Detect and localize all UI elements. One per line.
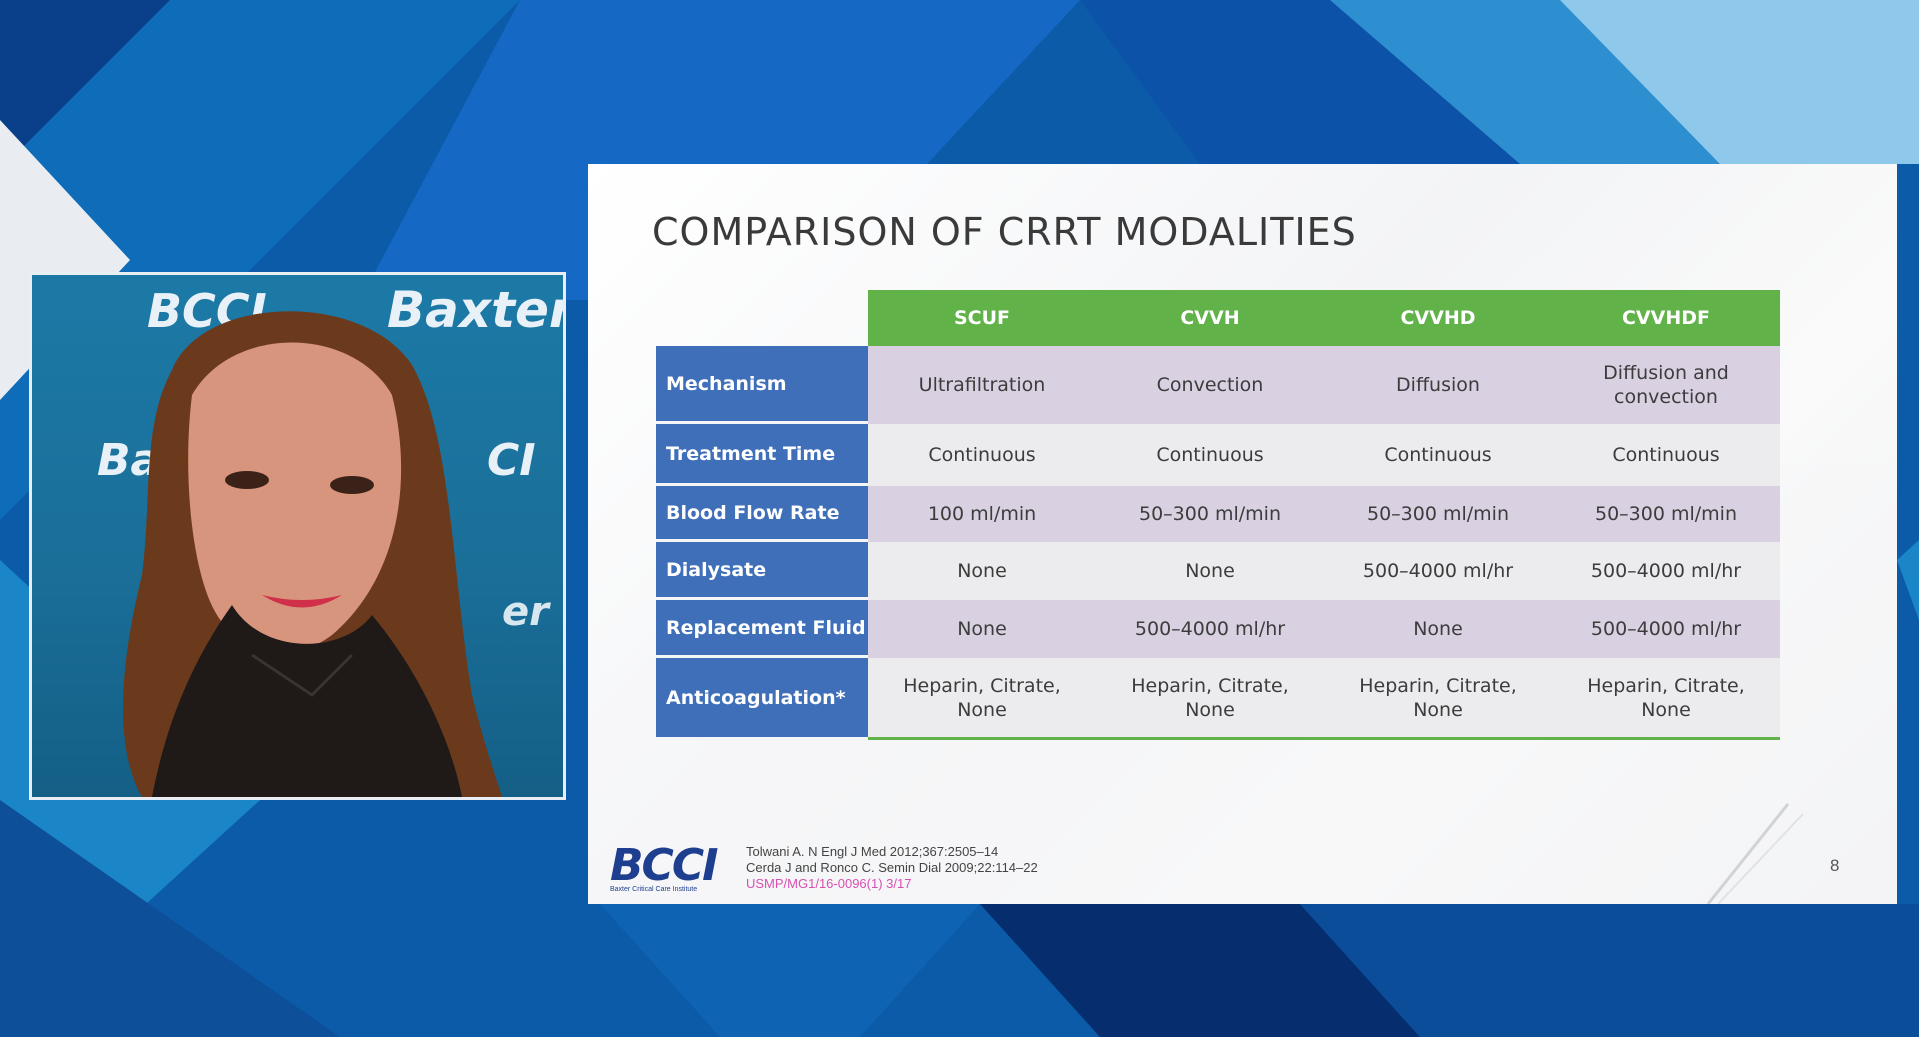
table-cell: Continuous (1552, 424, 1780, 486)
table-cell: Heparin, Citrate, None (1324, 658, 1552, 740)
table-cell: Continuous (1096, 424, 1324, 486)
table-cell: Diffusion (1324, 346, 1552, 424)
left-eye (225, 471, 269, 489)
comparison-table: SCUF CVVH CVVHD CVVHDF Mechanism Ultrafi… (656, 290, 1780, 740)
table-cell: Heparin, Citrate, None (868, 658, 1096, 740)
right-eye (330, 476, 374, 494)
table-row: Anticoagulation* Heparin, Citrate, None … (656, 658, 1780, 740)
table-cell: None (868, 600, 1096, 658)
clothing-lace (251, 653, 354, 697)
backdrop-logo-fragment-lower: er (502, 589, 551, 635)
table-cell: 100 ml/min (868, 486, 1096, 542)
table-cell: Diffusion and convection (1552, 346, 1780, 424)
logo-text: BCCI (610, 840, 718, 891)
row-header-anticoagulation: Anticoagulation* (656, 658, 868, 740)
table-row: Blood Flow Rate 100 ml/min 50–300 ml/min… (656, 486, 1780, 542)
speaker-video[interactable]: BCCI Baxter Ba CI er (29, 272, 566, 800)
table-corner (656, 290, 868, 346)
backdrop-logo-baxter: Baxter (387, 281, 563, 339)
table-cell: 500–4000 ml/hr (1552, 600, 1780, 658)
document-code: USMP/MG1/16-0096(1) 3/17 (746, 876, 912, 891)
column-header-cvvh: CVVH (1096, 290, 1324, 346)
table-cell: None (1096, 542, 1324, 600)
column-header-cvvhd: CVVHD (1324, 290, 1552, 346)
table-cell: 500–4000 ml/hr (1324, 542, 1552, 600)
table-cell: 500–4000 ml/hr (1096, 600, 1324, 658)
bcci-logo: BCCI Baxter Critical Care Institute (610, 840, 728, 900)
logo-subtitle: Baxter Critical Care Institute (610, 886, 698, 893)
table-cell: Convection (1096, 346, 1324, 424)
column-header-cvvhdf: CVVHDF (1552, 290, 1780, 346)
table-row: Dialysate None None 500–4000 ml/hr 500–4… (656, 542, 1780, 600)
speaker-video-frame: BCCI Baxter Ba CI er (97, 281, 563, 797)
row-header-replacement-fluid: Replacement Fluid (656, 600, 868, 658)
reference-2: Cerda J and Ronco C. Semin Dial 2009;22:… (746, 860, 1038, 875)
references: Tolwani A. N Engl J Med 2012;367:2505–14… (746, 844, 1038, 892)
table-cell: Continuous (868, 424, 1096, 486)
table-cell: None (1324, 600, 1552, 658)
column-header-scuf: SCUF (868, 290, 1096, 346)
table-cell: 50–300 ml/min (1552, 486, 1780, 542)
table-row: Replacement Fluid None 500–4000 ml/hr No… (656, 600, 1780, 658)
slide-title: COMPARISON OF CRRT MODALITIES (652, 210, 1357, 254)
table-row: Mechanism Ultrafiltration Convection Dif… (656, 346, 1780, 424)
row-header-blood-flow-rate: Blood Flow Rate (656, 486, 868, 542)
face-shape (188, 342, 402, 653)
table-row: Treatment Time Continuous Continuous Con… (656, 424, 1780, 486)
smile (262, 595, 342, 608)
table-cell: Continuous (1324, 424, 1552, 486)
table-cell: Ultrafiltration (868, 346, 1096, 424)
page-number: 8 (1830, 856, 1840, 875)
clothing-shape (152, 605, 462, 797)
table-cell: 50–300 ml/min (1096, 486, 1324, 542)
row-header-dialysate: Dialysate (656, 542, 868, 600)
backdrop-logo-fragment-right: CI (487, 435, 536, 486)
table-cell: Heparin, Citrate, None (1096, 658, 1324, 740)
table-cell: 500–4000 ml/hr (1552, 542, 1780, 600)
presentation-slide: COMPARISON OF CRRT MODALITIES SCUF CVVH … (588, 164, 1897, 904)
row-header-treatment-time: Treatment Time (656, 424, 868, 486)
table-cell: Heparin, Citrate, None (1552, 658, 1780, 740)
table-cell: None (868, 542, 1096, 600)
table-cell: 50–300 ml/min (1324, 486, 1552, 542)
reference-1: Tolwani A. N Engl J Med 2012;367:2505–14 (746, 844, 999, 859)
row-header-mechanism: Mechanism (656, 346, 868, 424)
